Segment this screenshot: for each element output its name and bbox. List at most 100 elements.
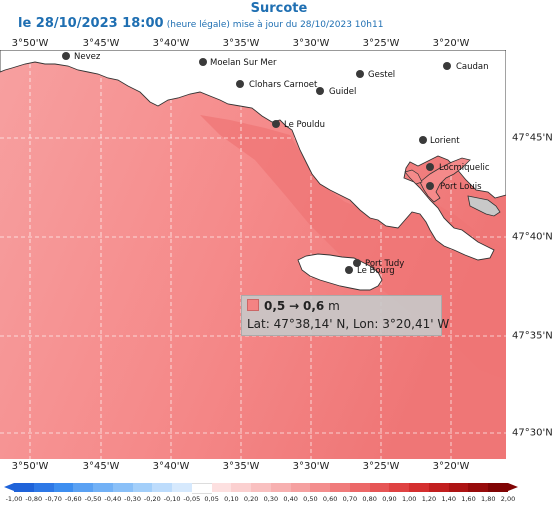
colorbar-tick-label: -0,30 [124,495,141,503]
colorbar-segment [270,483,292,492]
city-dot-locmiquelic [426,163,434,171]
lat-label: 47°45'N [512,132,553,144]
tooltip-coords: Lat: 47°38,14' N, Lon: 3°20,41' W [247,317,450,331]
colorbar-segment [132,483,153,492]
city-dot-port-louis [426,182,434,190]
colorbar-tick-label: 2,00 [500,495,516,503]
colorbar-segment [251,483,272,492]
colorbar-tick-label: 1,40 [441,495,456,503]
colorbar-segment [53,483,74,492]
blavet-river [404,169,423,185]
colorbar-tick-label: 0,05 [204,495,219,503]
update-note: (heure légale) mise à jour du 28/10/2023… [166,20,384,30]
city-label-le-pouldu: Le Pouldu [284,120,325,130]
colorbar-tick-label: -0,60 [64,495,82,503]
colorbar-tick-label: 0,60 [322,495,338,503]
colorbar-segment [191,483,213,494]
colorbar-segment [290,483,311,492]
city-dot-port-tudy [353,259,361,267]
forecast-datetime: le 28/10/2023 18:00 [18,16,164,31]
lon-label: 3°20'W [432,38,470,49]
mainland [0,50,506,261]
lon-label: 3°25'W [362,461,400,472]
city-dot-caudan [443,62,451,70]
city-dot-le-bourg [345,266,353,274]
colorbar-segment [112,483,134,492]
latitude-axis: 47°45'N 47°40'N 47°35'N 47°30'N [508,50,558,459]
lon-label: 3°35'W [222,38,260,49]
lon-label: 3°35'W [222,461,260,472]
colorbar-segment [33,483,54,492]
colorbar-segment [172,483,193,492]
tooltip-swatch [247,299,259,311]
colorbar-segment [330,483,351,492]
lon-label: 3°40'W [152,38,190,49]
lat-label: 47°40'N [512,231,553,243]
colorbar-tick-label: -0,70 [45,495,62,503]
city-label-port-louis: Port Louis [440,182,482,192]
city-label-locmiquelic: Locmiquelic [439,163,490,173]
city-dot-lorient [419,136,427,144]
lon-label: 3°40'W [152,461,190,472]
city-label-nevez: Nevez [74,52,101,62]
colorbar-left-arrow [4,483,14,491]
lon-label: 3°45'W [82,38,120,49]
colorbar-tick-label: -0,50 [84,495,102,503]
colorbar-tick-label: 0,90 [382,495,397,503]
city-dot-le-pouldu [272,120,280,128]
map-canvas[interactable]: Nevez Moelan Sur Mer Gestel Caudan Cloha… [0,50,506,459]
value-tooltip: 0,5 → 0,6 m Lat: 47°38,14' N, Lon: 3°20,… [241,295,449,336]
colorbar-segment [93,483,114,492]
colorbar-tick-label: -0,05 [183,495,201,503]
colorbar-tick-label: -0,20 [143,495,161,503]
colorbar-tick-label: -0,80 [25,495,43,503]
city-dot-moelan [199,58,207,66]
city-label-moelan: Moelan Sur Mer [210,58,277,68]
colorbar-segment [488,483,509,492]
colorbar-tick-label: 1,20 [421,495,437,503]
lon-label: 3°20'W [432,461,470,472]
forecast-subtitle: le 28/10/2023 18:00 (heure légale) mise … [18,16,383,31]
lon-label: 3°45'W [82,461,120,472]
colorbar-tick-label: 0,70 [342,495,358,503]
tooltip-to: 0,6 [302,299,325,313]
colorbar-tick-label: 0,10 [224,495,239,503]
colorbar-tick-label: 0,30 [263,495,279,503]
lon-label: 3°30'W [292,461,330,472]
colorbar-segment [389,483,410,492]
colorbar-segment [369,483,390,492]
tooltip-range: 0,5 → 0,6 m [247,299,340,313]
colorbar-tick-label: 1,60 [461,495,476,503]
color-scale-legend: -1,00 -0,80 -0,70 -0,60 -0,50 -0,40 -0,30 -0,20… [0,483,558,511]
city-label-guidel: Guidel [329,87,356,97]
colorbar-segment [468,483,489,492]
lorient-estuary [419,157,471,203]
lon-label: 3°50'W [11,461,49,472]
city-label-lorient: Lorient [430,136,460,146]
colorbar-segment [409,483,430,492]
colorbar-tick-label: 0,40 [283,495,298,503]
colorbar-right-arrow [508,483,518,491]
colorbar-segment [14,483,35,492]
colorbar-segment [231,483,252,492]
surge-map[interactable]: Nevez Moelan Sur Mer Gestel Caudan Cloha… [0,50,506,459]
city-dot-gestel [356,70,364,78]
colorbar-segment [73,483,94,492]
lon-label: 3°25'W [362,38,400,49]
colorbar-tick-label: 1,00 [401,495,417,503]
lat-label: 47°35'N [512,330,553,342]
colorbar-tick-label: 0,80 [362,495,377,503]
colorbar-segment [428,483,450,492]
lon-label: 3°30'W [292,38,330,49]
colorbar-tick-label: -1,00 [5,495,23,503]
colorbar-tick-label: 0,50 [303,495,318,503]
colorbar-segment [448,483,469,492]
gavres-peninsula [467,195,501,217]
city-dot-guidel [316,87,324,95]
city-label-le-bourg: Le Bourg [357,266,395,276]
colorbar-segment [349,483,371,492]
colorbar-segment [152,483,173,492]
colorbar-segment [211,483,232,492]
city-label-gestel: Gestel [368,70,395,80]
colorbar-tick-label: 0,20 [243,495,259,503]
